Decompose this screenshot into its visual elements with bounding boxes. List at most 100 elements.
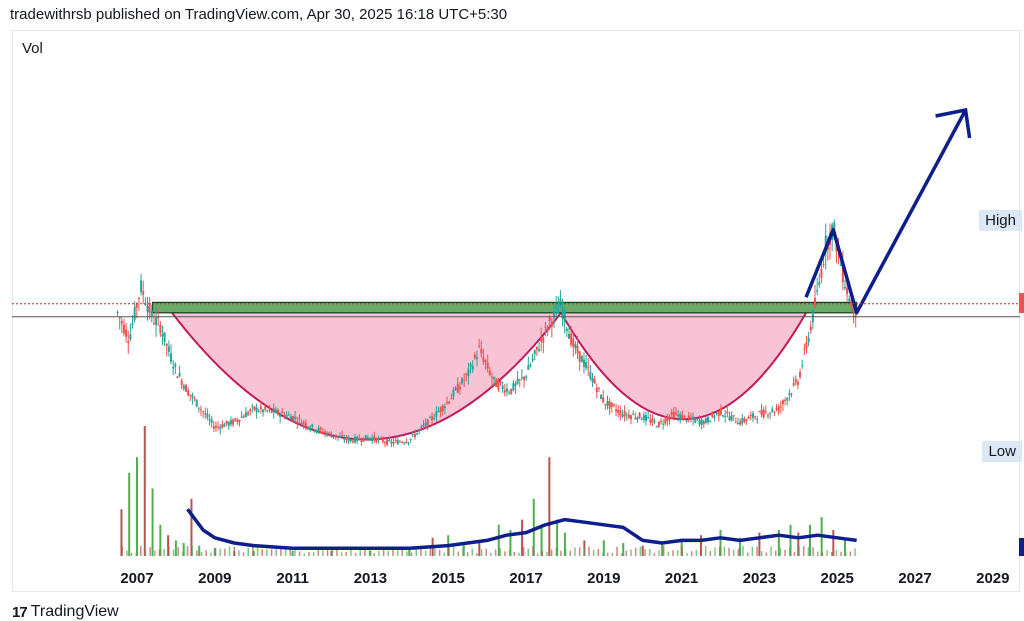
candle-body-127 — [388, 439, 391, 441]
candle-body-239 — [627, 414, 630, 418]
volume-bar-small-30 — [261, 549, 263, 556]
candle-body-235 — [619, 410, 622, 416]
candle-body-68 — [262, 409, 265, 413]
volume-bar-small-49 — [350, 547, 352, 556]
volume-bar-small-14 — [186, 546, 189, 556]
volume-bar-16 — [369, 550, 372, 556]
candle-body-122 — [377, 438, 380, 440]
candle-body-77 — [281, 411, 284, 414]
candle-body-133 — [401, 441, 404, 443]
candle-body-189 — [520, 376, 523, 378]
candle-body-343 — [850, 300, 853, 307]
volume-bar-small-52 — [364, 546, 366, 556]
candle-body-172 — [484, 360, 487, 363]
volume-pane-label: Vol — [22, 40, 43, 57]
candle-body-0 — [116, 311, 119, 313]
candle-body-118 — [369, 437, 372, 440]
candle-body-78 — [283, 414, 286, 418]
candle-body-295 — [747, 416, 750, 419]
candle-body-82 — [291, 416, 294, 421]
candle-body-3 — [122, 324, 125, 334]
volume-bar-small-142 — [784, 550, 786, 556]
volume-bar-23 — [509, 530, 512, 556]
candle-body-157 — [452, 389, 455, 397]
candle-body-237 — [623, 411, 626, 417]
candle-body-112 — [356, 436, 359, 441]
candle-body-26 — [172, 366, 175, 369]
candle-body-302 — [762, 409, 765, 418]
candle-body-88 — [304, 423, 307, 427]
candle-body-17 — [152, 323, 155, 325]
candle-body-33 — [187, 390, 190, 396]
candle-body-13 — [144, 303, 147, 305]
candle-body-180 — [501, 385, 504, 390]
candle-body-72 — [270, 410, 273, 413]
volume-bars — [120, 426, 856, 556]
candle-body-15 — [148, 302, 151, 314]
candle-body-9 — [135, 304, 138, 308]
candle-body-139 — [413, 434, 416, 438]
volume-bar-small-32 — [270, 549, 273, 556]
volume-bar-small-111 — [639, 546, 642, 556]
x-tick-2025: 2025 — [821, 570, 854, 587]
candle-body-216 — [578, 351, 581, 362]
volume-bar-7 — [174, 540, 177, 556]
volume-bar-small-26 — [242, 552, 245, 556]
volume-bar-small-150 — [821, 552, 824, 556]
candle-body-217 — [580, 356, 583, 363]
volume-bar-small-7 — [154, 550, 156, 556]
candle-body-154 — [446, 401, 449, 403]
candle-body-292 — [741, 417, 744, 424]
volume-bar-small-124 — [700, 548, 702, 556]
candle-body-269 — [692, 416, 695, 420]
candle-body-67 — [259, 406, 262, 409]
candle-body-195 — [533, 350, 536, 354]
candle-body-183 — [508, 392, 511, 394]
candle-body-38 — [197, 407, 200, 409]
candle-body-242 — [634, 417, 637, 419]
volume-bar-small-108 — [625, 550, 628, 556]
candle-body-323 — [807, 337, 810, 343]
x-tick-2009: 2009 — [198, 570, 231, 587]
candle-body-106 — [343, 439, 346, 441]
candle-body-138 — [411, 434, 414, 436]
candle-body-273 — [700, 419, 703, 425]
volume-bar-small-106 — [616, 546, 618, 556]
volume-bar-small-112 — [644, 548, 646, 556]
candle-body-178 — [497, 381, 500, 390]
volume-bar-small-122 — [690, 551, 693, 556]
candle-body-285 — [726, 411, 729, 414]
candle-body-136 — [407, 442, 410, 444]
candle-body-44 — [210, 419, 213, 423]
candle-body-308 — [775, 408, 778, 410]
candle-body-315 — [790, 393, 793, 395]
candle-body-250 — [651, 418, 654, 423]
volume-bar-27 — [548, 457, 551, 556]
projection-path — [804, 109, 968, 315]
candle-body-342 — [848, 298, 851, 302]
price-tag-red — [1019, 293, 1024, 313]
x-tick-2007: 2007 — [120, 570, 153, 587]
volume-bar-22 — [497, 524, 500, 556]
volume-bar-small-90 — [541, 550, 544, 556]
candle-body-185 — [512, 383, 515, 391]
candle-body-286 — [728, 416, 731, 421]
volume-bar-46 — [843, 540, 846, 556]
footer-brand[interactable]: 17 TradingView — [12, 603, 119, 621]
volume-bar-small-44 — [326, 548, 329, 556]
candle-body-110 — [351, 440, 354, 443]
candle-body-246 — [642, 414, 645, 420]
candle-body-12 — [142, 291, 145, 295]
volume-bar-small-64 — [420, 549, 422, 556]
volume-bar-small-133 — [742, 546, 744, 556]
candle-body-111 — [354, 436, 357, 443]
candle-body-309 — [777, 406, 780, 413]
candle-body-254 — [659, 420, 662, 422]
candle-body-64 — [253, 406, 256, 410]
candle-body-128 — [390, 441, 393, 444]
candle-body-192 — [527, 365, 530, 370]
candle-body-114 — [360, 440, 363, 442]
candle-body-53 — [229, 419, 232, 425]
volume-bar-small-119 — [676, 550, 679, 556]
